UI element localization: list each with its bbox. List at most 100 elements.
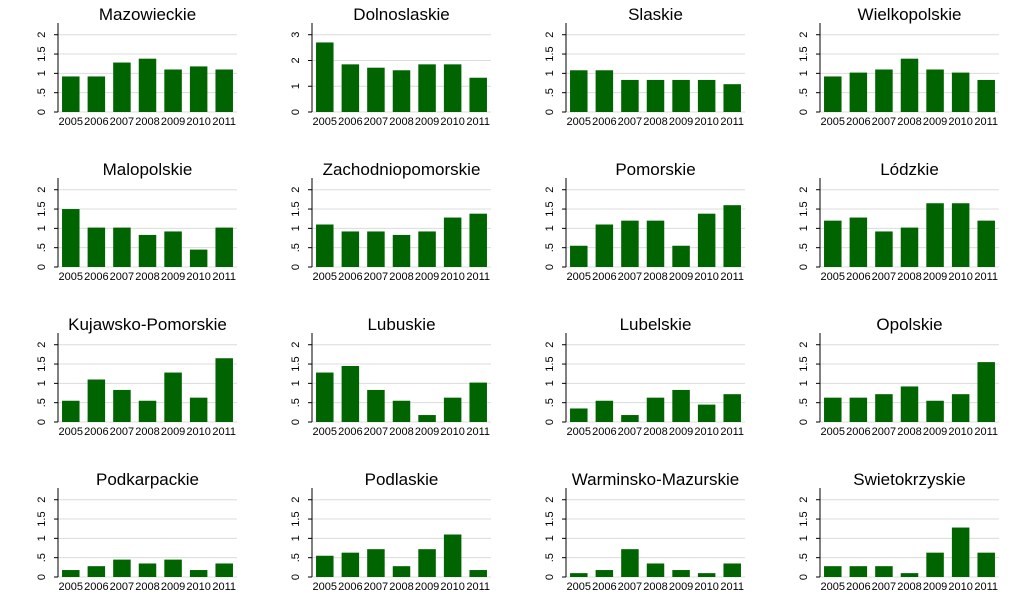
bar-2011 xyxy=(469,382,487,422)
x-tick-label: 2011 xyxy=(466,116,490,128)
y-tick-label: 1.5 xyxy=(798,356,810,371)
bar-2006 xyxy=(595,70,614,112)
bar-2007 xyxy=(875,566,893,577)
bar-2009 xyxy=(672,389,690,422)
x-tick-label: 2010 xyxy=(440,426,464,438)
bar-2010 xyxy=(951,203,970,267)
y-tick-label: 2 xyxy=(36,497,48,503)
x-tick-label: 2008 xyxy=(897,271,921,283)
y-tick-label: .5 xyxy=(36,553,48,562)
bar-2007 xyxy=(875,231,893,267)
x-tick-label: 2007 xyxy=(110,426,134,438)
bar-2011 xyxy=(723,394,741,422)
y-tick-label: 0 xyxy=(798,109,810,115)
x-tick-label: 2006 xyxy=(84,116,108,128)
x-tick-label: 2005 xyxy=(821,271,845,283)
bar-2011 xyxy=(723,563,741,577)
y-tick-label: 0 xyxy=(544,264,556,270)
bar-2010 xyxy=(697,573,716,577)
bar-2009 xyxy=(418,549,436,577)
bar-2005 xyxy=(824,566,842,577)
bar-2005 xyxy=(824,76,842,112)
y-tick-label: 2 xyxy=(290,57,302,63)
x-tick-label: 2006 xyxy=(846,271,870,283)
x-tick-label: 2005 xyxy=(821,581,845,593)
y-tick-label: 0 xyxy=(36,419,48,425)
panel-title: Wielkopolskie xyxy=(858,5,962,24)
y-tick-label: .5 xyxy=(36,243,48,252)
bar-2007 xyxy=(113,389,131,422)
bar-2009 xyxy=(164,231,182,267)
x-tick-label: 2009 xyxy=(669,271,693,283)
bar-2006 xyxy=(849,217,868,267)
x-tick-label: 2010 xyxy=(186,271,210,283)
x-tick-label: 2010 xyxy=(948,271,972,283)
y-tick-label: .5 xyxy=(544,398,556,407)
y-tick-label: 2 xyxy=(290,187,302,193)
bar-2007 xyxy=(621,549,639,577)
bar-2007 xyxy=(875,69,893,112)
x-tick-label: 2007 xyxy=(110,581,134,593)
y-tick-label: 1 xyxy=(36,380,48,386)
x-tick-label: 2010 xyxy=(694,426,718,438)
y-tick-label: 2 xyxy=(544,187,556,193)
bar-2010 xyxy=(697,79,716,112)
bar-2010 xyxy=(189,570,208,577)
x-tick-label: 2010 xyxy=(948,426,972,438)
y-tick-label: 1.5 xyxy=(544,356,556,371)
bar-2008 xyxy=(392,234,411,267)
x-tick-label: 2007 xyxy=(872,116,896,128)
panel-title: Dolnoslaskie xyxy=(353,5,449,24)
y-tick-label: 2 xyxy=(36,187,48,193)
y-tick-label: 1 xyxy=(798,70,810,76)
bar-2009 xyxy=(672,245,690,267)
bar-2008 xyxy=(392,70,411,112)
bar-2011 xyxy=(977,362,995,422)
bar-2008 xyxy=(646,563,665,577)
x-tick-label: 2009 xyxy=(923,426,947,438)
x-tick-label: 2006 xyxy=(84,581,108,593)
x-tick-label: 2011 xyxy=(212,271,236,283)
bar-2005 xyxy=(570,573,588,577)
y-tick-label: 0 xyxy=(290,419,302,425)
y-tick-label: 0 xyxy=(798,264,810,270)
x-tick-label: 2005 xyxy=(821,116,845,128)
chart-panel: Wielkopolskie 0 .5 1 1.5 2 2005 2006 2007 2008 200… xyxy=(798,5,999,128)
y-tick-label: 0 xyxy=(290,109,302,115)
bar-2010 xyxy=(951,394,970,422)
bar-2011 xyxy=(215,563,233,577)
x-tick-label: 2005 xyxy=(59,271,83,283)
bar-2011 xyxy=(215,69,233,112)
x-tick-label: 2006 xyxy=(592,581,616,593)
bar-2007 xyxy=(367,389,385,422)
x-tick-label: 2011 xyxy=(720,426,744,438)
x-tick-label: 2009 xyxy=(161,581,185,593)
y-tick-label: 1 xyxy=(798,535,810,541)
chart-panel: Dolnoslaskie 0 1 2 3 2005 2006 2007 2008 2009 2010… xyxy=(290,5,491,128)
x-tick-label: 2011 xyxy=(212,116,236,128)
y-tick-label: 1.5 xyxy=(36,511,48,526)
x-tick-label: 2008 xyxy=(135,271,159,283)
bar-2006 xyxy=(341,365,360,422)
bar-2006 xyxy=(341,231,360,267)
bar-2009 xyxy=(672,79,690,112)
y-tick-label: 2 xyxy=(290,497,302,503)
bar-2007 xyxy=(367,549,385,577)
bar-2008 xyxy=(138,400,157,422)
y-tick-label: 0 xyxy=(544,574,556,580)
bar-2010 xyxy=(443,217,462,267)
bar-2010 xyxy=(443,64,462,112)
bar-2005 xyxy=(62,570,80,577)
bar-2010 xyxy=(189,249,208,267)
y-tick-label: 1.5 xyxy=(798,46,810,61)
x-tick-label: 2010 xyxy=(694,271,718,283)
chart-panel: Podkarpackie 0 .5 1 1.5 2 2005 2006 2007 2008 2009… xyxy=(36,470,237,593)
x-tick-label: 2010 xyxy=(186,116,210,128)
x-tick-label: 2009 xyxy=(923,271,947,283)
y-tick-label: .5 xyxy=(36,398,48,407)
panel-title: Podkarpackie xyxy=(96,470,199,489)
